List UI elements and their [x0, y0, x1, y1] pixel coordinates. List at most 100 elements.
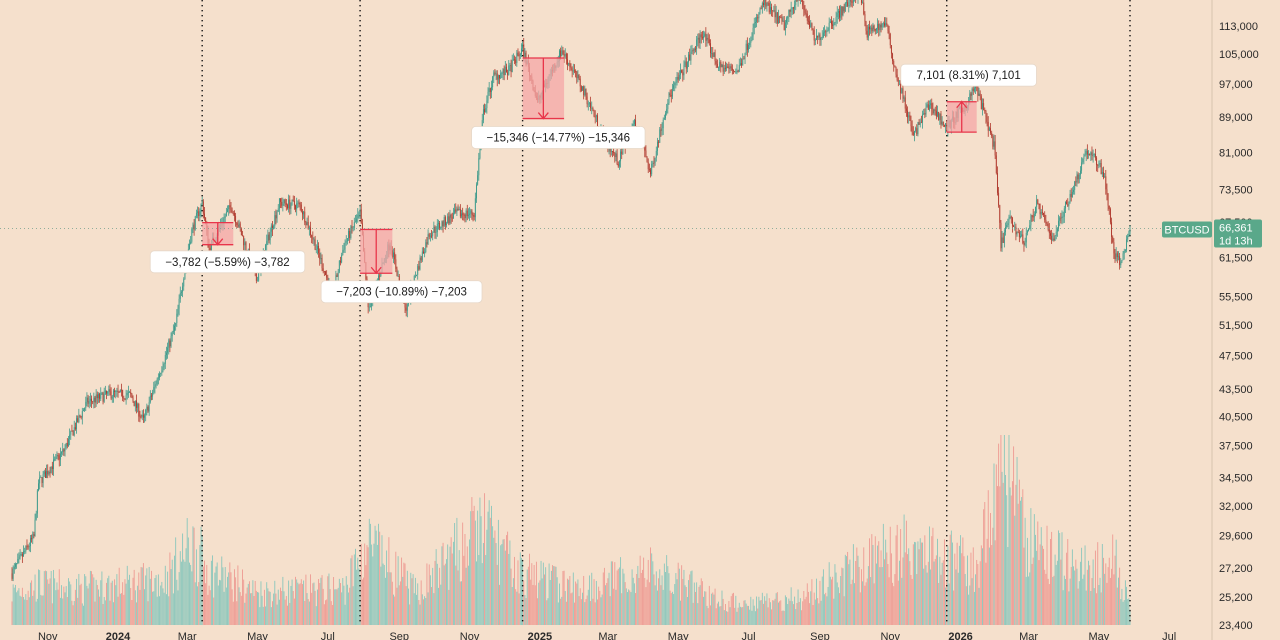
volume-bar — [620, 557, 622, 625]
candle-body — [455, 209, 457, 212]
volume-bar — [461, 581, 462, 625]
candle-body — [814, 39, 816, 41]
candle-body — [308, 227, 310, 230]
candle-body — [267, 234, 269, 242]
volume-bar — [227, 576, 228, 625]
time-axis[interactable]: Nov 2024 Mar May Jul Sep Nov 2025 Mar May Jul Sep No… — [38, 631, 1176, 640]
volume-bar — [1029, 572, 1031, 625]
volume-bar — [184, 561, 186, 625]
volume-bar — [731, 593, 733, 625]
volume-bar — [903, 514, 905, 625]
volume-bar — [38, 569, 39, 625]
volume-bar — [259, 607, 261, 625]
candle-body — [693, 48, 695, 51]
volume-bar — [878, 541, 880, 625]
candle-body — [350, 226, 352, 238]
volume-bar — [749, 609, 751, 625]
candle-body — [887, 25, 889, 31]
volume-bar — [1084, 545, 1086, 625]
volume-bar — [512, 578, 514, 625]
volume-bar — [118, 567, 120, 625]
last-price-tag[interactable]: BTCUSD 66,361 1d 13h — [1162, 219, 1262, 248]
volume-bar — [756, 596, 758, 625]
candle-body — [223, 217, 225, 224]
candle-body — [970, 93, 972, 96]
volume-bar — [517, 560, 519, 625]
volume-bar — [874, 536, 876, 625]
volume-bar — [77, 597, 79, 625]
volume-bar — [330, 601, 332, 625]
candle-body — [268, 234, 270, 241]
volume-bar — [734, 607, 736, 625]
volume-bar — [601, 594, 603, 625]
volume-bar — [165, 594, 167, 625]
candle-body — [451, 217, 453, 219]
volume-bar — [49, 578, 51, 625]
volume-bar — [510, 568, 512, 625]
candle-body — [1069, 193, 1071, 203]
candle-body — [1016, 231, 1018, 235]
volume-bar — [763, 603, 764, 625]
candle-body — [851, 1, 853, 3]
candle-body — [274, 215, 276, 226]
x-tick-label: Mar — [1019, 631, 1038, 640]
candle-body — [1126, 239, 1128, 250]
candle-body — [836, 12, 838, 18]
candle-body — [1055, 231, 1057, 237]
candle-body — [580, 86, 582, 91]
volume-bar — [267, 588, 269, 625]
volume-bar — [1055, 564, 1057, 625]
volume-bar — [880, 550, 882, 625]
candle-body — [282, 204, 284, 206]
volume-bar — [813, 592, 815, 625]
candle-body — [99, 394, 101, 399]
candle-body — [934, 109, 936, 111]
volume-bar — [570, 593, 572, 625]
volume-bar — [796, 603, 798, 625]
volume-bar — [495, 543, 497, 625]
volume-bar — [1015, 484, 1017, 625]
volume-bar — [1033, 514, 1035, 625]
volume-bar — [943, 539, 945, 625]
volume-bar — [1061, 532, 1063, 625]
volume-bar — [369, 523, 371, 625]
volume-bar — [351, 555, 353, 625]
candle-body — [153, 387, 155, 393]
candle-body — [495, 73, 497, 75]
volume-bar — [842, 568, 844, 625]
candle-body — [578, 74, 580, 79]
price-axis[interactable]: 23,40025,20027,20029,60032,00034,50037,5… — [1219, 21, 1259, 632]
candle-body — [482, 109, 484, 121]
candle-body — [122, 389, 124, 398]
y-tick-label: 47,500 — [1219, 351, 1253, 363]
volume-bar — [299, 583, 301, 625]
candle-body — [692, 50, 694, 52]
volume-bar — [607, 578, 609, 625]
candle-body — [731, 68, 733, 71]
volume-bar — [81, 603, 83, 625]
candle-body — [765, 0, 767, 7]
volume-bar — [31, 580, 33, 625]
volume-bar — [1046, 525, 1048, 625]
volume-bar — [790, 587, 792, 625]
measurement-label: −3,782 (−5.59%) −3,782 — [165, 257, 289, 269]
candle-body — [1043, 213, 1045, 215]
volume-bar — [655, 571, 657, 625]
volume-bar — [270, 607, 272, 625]
volume-bar — [180, 561, 182, 625]
volume-bar — [193, 527, 195, 625]
candle-body — [303, 211, 305, 215]
volume-bar — [890, 553, 892, 625]
candle-body — [972, 88, 974, 92]
volume-bar — [515, 589, 517, 625]
candle-body — [1085, 150, 1087, 155]
candle-body — [171, 332, 173, 337]
volume-bar — [902, 557, 904, 625]
volume-bar — [942, 560, 944, 625]
volume-bar — [907, 554, 909, 625]
volume-bar — [435, 549, 437, 625]
volume-bar — [222, 567, 224, 625]
volume-bar — [89, 570, 91, 625]
volume-bar — [645, 587, 647, 625]
